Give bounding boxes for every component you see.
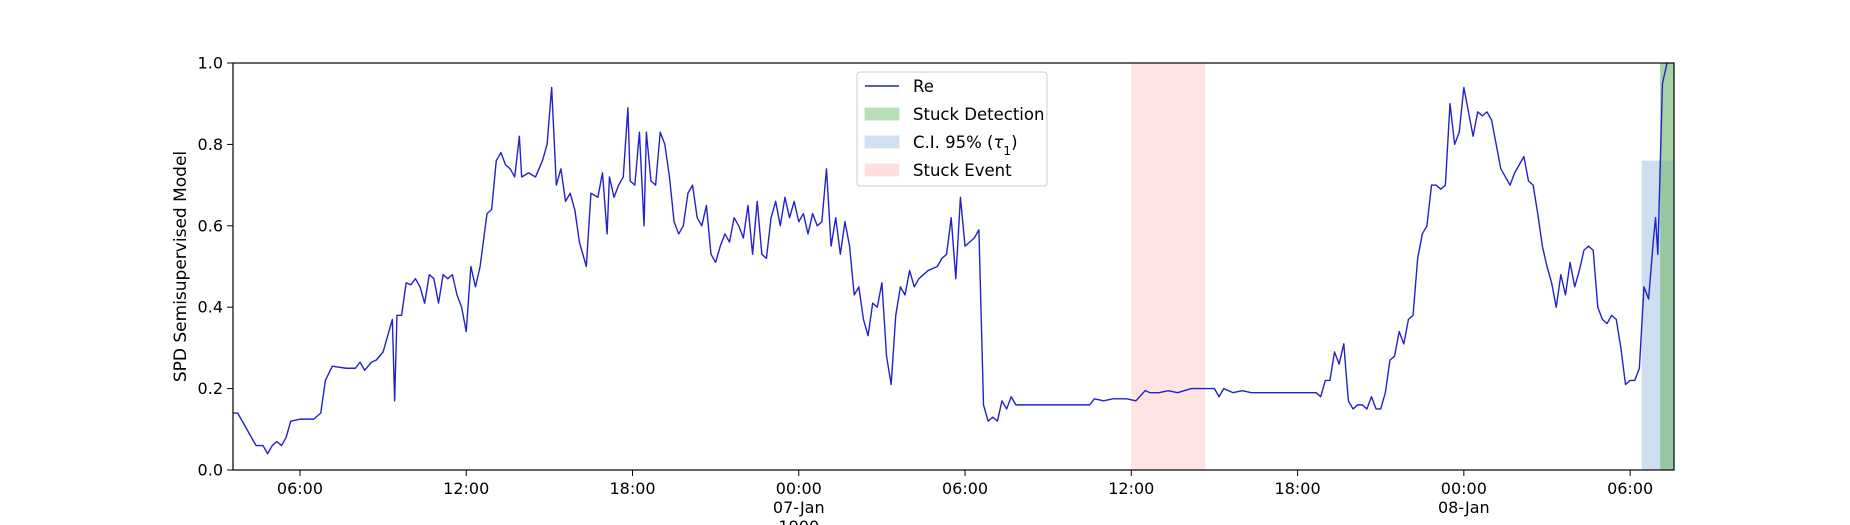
x-tick-label: 18:00	[609, 479, 655, 498]
series-line-re	[233, 62, 1668, 455]
series-layer	[233, 62, 1668, 455]
x-tick-date-label: 1900	[778, 517, 819, 525]
region-stuck-event	[1131, 63, 1206, 470]
region-stuck-detection	[1660, 63, 1674, 470]
y-tick-label: 0.8	[198, 135, 223, 154]
legend-swatch-c-i-95-1	[864, 135, 900, 149]
x-tick-date-label: 07-Jan	[773, 498, 825, 517]
x-axis: 06:0012:0018:0000:0007-Jan190006:0012:00…	[277, 470, 1653, 525]
y-tick-label: 0.0	[198, 461, 223, 480]
x-tick-label: 12:00	[443, 479, 489, 498]
legend-swatch-stuck-detection	[864, 107, 900, 121]
x-tick-label: 06:00	[942, 479, 988, 498]
x-tick-label: 18:00	[1275, 479, 1321, 498]
shaded-regions	[1131, 63, 1674, 470]
legend-label-stuck-event: Stuck Event	[913, 161, 1012, 180]
y-axis: 0.0 0.2 0.4 0.6 0.8 1.0	[198, 54, 233, 480]
x-tick-label: 12:00	[1108, 479, 1154, 498]
y-tick-label: 0.4	[198, 298, 223, 317]
x-tick-label: 00:00	[776, 479, 822, 498]
legend-box	[856, 71, 1048, 187]
x-tick-date-label: 08-Jan	[1438, 498, 1490, 517]
legend-label-stuck-detection: Stuck Detection	[913, 105, 1044, 124]
x-tick-label: 00:00	[1441, 479, 1487, 498]
legend-swatch-stuck-event	[864, 163, 900, 177]
y-axis-title: SPD Semisupervised Model	[171, 151, 191, 382]
x-tick-label: 06:00	[1607, 479, 1653, 498]
y-tick-label: 0.2	[198, 379, 223, 398]
x-tick-label: 06:00	[277, 479, 323, 498]
plot-frame	[232, 62, 1675, 471]
y-tick-label: 1.0	[198, 54, 223, 73]
legend-label-re: Re	[913, 77, 934, 96]
y-tick-label: 0.6	[198, 216, 223, 235]
